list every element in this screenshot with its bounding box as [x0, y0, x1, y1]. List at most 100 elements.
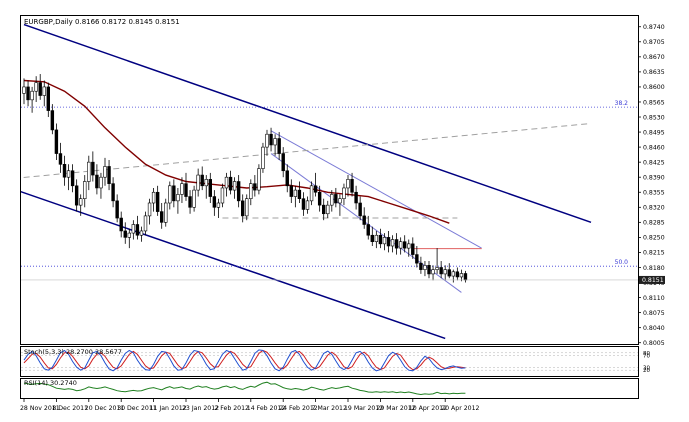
bear-candle-body	[463, 273, 468, 281]
price-tick-label: 0.8040	[643, 325, 665, 332]
bear-candle-body	[378, 234, 383, 245]
bear-candle-body	[107, 166, 111, 184]
bull-candle-body	[346, 179, 350, 189]
rsi-panel-frame	[20, 378, 639, 399]
candle	[415, 245, 419, 268]
bear-candle-body	[427, 265, 431, 275]
bear-candle-body	[370, 234, 374, 242]
candle	[273, 134, 277, 156]
candle	[74, 179, 79, 212]
candle	[70, 164, 75, 193]
candle	[342, 183, 346, 206]
bear-candle-body	[228, 176, 233, 191]
candle	[66, 164, 71, 191]
candle	[293, 185, 298, 208]
stoch-signal-line	[23, 349, 466, 371]
candle	[451, 269, 455, 283]
candle	[200, 166, 204, 191]
bear-candle-body	[38, 82, 42, 96]
bull-candle-body	[407, 243, 411, 249]
candle	[107, 160, 111, 191]
candle	[407, 239, 411, 257]
price-tick-label: 0.8670	[643, 54, 665, 61]
bull-candle-body	[338, 198, 342, 204]
fib-level-label: 38.2	[615, 100, 629, 107]
bull-candle-body	[22, 86, 26, 94]
bear-candle-body	[269, 133, 273, 146]
bull-candle-body	[249, 183, 253, 199]
price-tick-label: 0.8600	[643, 84, 665, 91]
bull-candle-body	[451, 271, 455, 277]
candle	[212, 190, 217, 216]
date-tick-label: 24 Feb 2012	[279, 405, 318, 412]
bull-candle-body	[180, 183, 184, 195]
date-tick-label: 7 Mar 2012	[312, 405, 347, 412]
candle	[135, 215, 140, 240]
candle	[119, 211, 123, 238]
date-tick-label: 14 Feb 2012	[247, 405, 286, 412]
candle	[224, 172, 229, 197]
bear-candle-body	[208, 179, 212, 197]
candle	[30, 86, 34, 113]
stoch-level-label: 80	[643, 351, 650, 357]
candle	[115, 194, 119, 223]
bull-candle-body	[232, 181, 237, 191]
date-tick-label: 19 Mar 2012	[344, 405, 383, 412]
bull-candle-body	[224, 176, 229, 189]
candle	[330, 190, 334, 212]
bull-candle-body	[382, 237, 387, 245]
date-tick-label: 28 Nov 2011	[20, 405, 60, 412]
price-tick-label: 0.8250	[643, 235, 665, 242]
candle	[394, 233, 399, 255]
bear-candle-body	[402, 241, 407, 249]
candle	[321, 198, 326, 221]
date-tick-label: 8 Dec 2011	[52, 405, 88, 412]
candle	[42, 80, 46, 107]
candle	[241, 194, 245, 223]
candle	[249, 179, 253, 206]
bear-candle-body	[212, 196, 217, 208]
candle	[382, 233, 387, 251]
bull-candle-body	[127, 232, 132, 238]
candle	[435, 248, 439, 274]
bear-candle-body	[54, 129, 59, 154]
bear-candle-body	[74, 185, 79, 206]
candle	[232, 177, 237, 199]
candle	[172, 179, 176, 208]
price-tick-label: 0.8005	[643, 340, 665, 347]
bear-candle-body	[366, 224, 370, 236]
stoch-level-label: 30	[643, 365, 650, 371]
bear-candle-body	[313, 185, 318, 193]
candle	[261, 142, 265, 173]
candle	[168, 181, 172, 210]
bull-candle-body	[435, 267, 439, 270]
candle	[131, 220, 136, 240]
bear-candle-body	[334, 194, 338, 204]
candle	[151, 187, 156, 212]
candle	[111, 177, 115, 208]
bull-candle-body	[330, 194, 334, 206]
price-tick-label: 0.8075	[643, 310, 665, 317]
bull-candle-body	[30, 90, 34, 101]
current-price-label: 0.8151	[642, 277, 664, 284]
price-tick-label: 0.8495	[643, 129, 665, 136]
candle	[297, 181, 302, 203]
bull-candle-body	[342, 187, 346, 199]
price-tick-label: 0.8565	[643, 99, 665, 106]
bull-candle-body	[192, 189, 196, 208]
price-axis: 0.8740 0.8705 0.8670 0.8635 0.8600 0.8565 0.85…	[21, 24, 665, 347]
candle	[46, 82, 51, 118]
stoch-level-label: 20	[643, 368, 650, 374]
bull-candle-body	[374, 234, 379, 242]
current-price-marker	[639, 275, 665, 284]
bear-candle-body	[419, 262, 423, 270]
bull-candle-body	[257, 168, 261, 191]
candle	[370, 226, 374, 246]
main-price-panel: 38.2 50.0 EURGBP,Daily 0.8166 0.8172 0.81…	[20, 15, 639, 345]
candle	[91, 151, 95, 182]
bull-candle-body	[151, 191, 156, 204]
candlesticks	[22, 74, 468, 283]
